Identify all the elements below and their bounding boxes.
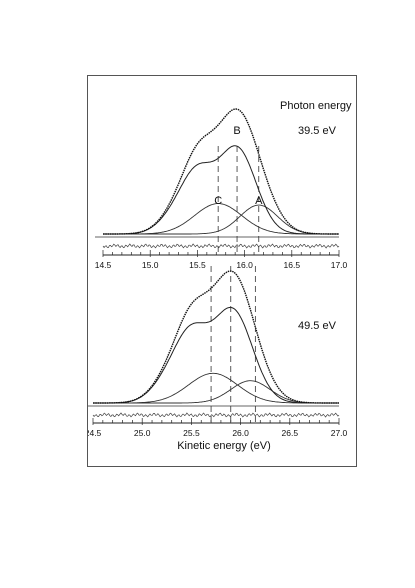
x-tick-label-2-2: 25.0	[134, 428, 151, 438]
x-tick-label-1-5: 16.5	[284, 260, 301, 270]
photon-energy-value-top: 39.5 eV	[298, 125, 337, 137]
photon-energy-value-bottom: 49.5 eV	[298, 320, 337, 332]
x-axis-label: Kinetic energy (eV)	[177, 440, 271, 452]
peak-label-c: C	[214, 195, 222, 207]
x-tick-label-1-1: 14.5	[95, 260, 112, 270]
component-a-curve-2	[93, 380, 339, 404]
component-b-curve-2	[93, 306, 339, 404]
residual-curve-2	[92, 412, 340, 418]
component-b-curve-1	[103, 145, 339, 235]
photon-energy-label: Photon energy	[280, 100, 352, 112]
x-tick-label-2-3: 25.5	[183, 428, 200, 438]
x-tick-label-2-1: 24.5	[88, 428, 102, 438]
peak-label-a: A	[255, 195, 263, 207]
total-fit-curve-2	[93, 270, 339, 404]
figure-frame: Photon energy 39.5 eV 49.5 eV Kinetic en…	[87, 75, 357, 467]
x-tick-label-2-4: 26.0	[232, 428, 249, 438]
x-tick-label-1-2: 15.0	[142, 260, 159, 270]
total-fit-curve-1	[103, 108, 339, 235]
x-tick-label-1-4: 16.0	[236, 260, 253, 270]
x-tick-label-2-5: 26.5	[282, 428, 299, 438]
component-c-curve-1	[103, 203, 339, 235]
x-tick-label-1-3: 15.5	[189, 260, 206, 270]
peak-label-b: B	[233, 125, 240, 137]
spectra-plot: Photon energy 39.5 eV 49.5 eV Kinetic en…	[88, 100, 352, 452]
x-tick-label-1-6: 17.0	[331, 260, 348, 270]
component-a-curve-1	[103, 204, 339, 235]
residual-curve-1	[102, 243, 340, 249]
x-tick-label-2-6: 27.0	[331, 428, 348, 438]
